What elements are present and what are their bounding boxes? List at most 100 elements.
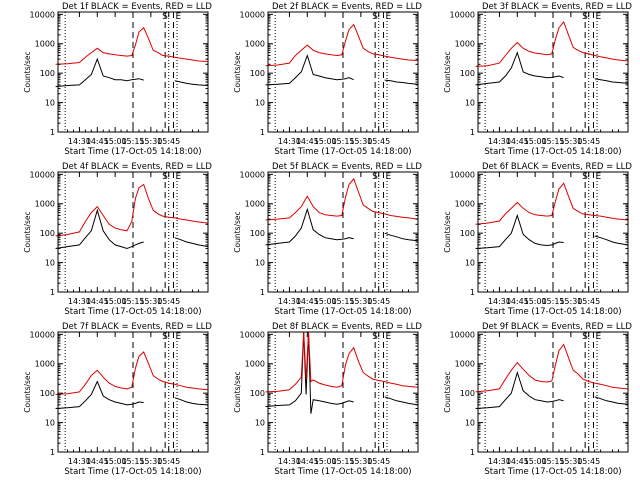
x-tick-label: 15:45: [367, 457, 390, 466]
series-events-line: [55, 57, 209, 88]
x-tick-label: 14:30: [68, 137, 91, 146]
series-events-line: [265, 331, 419, 414]
x-tick-label: 14:30: [488, 457, 511, 466]
x-tick-label: 15:15: [331, 297, 354, 306]
panel-title: Det 1f BLACK = Events, RED = LLD: [62, 2, 212, 12]
y-tick-label: 100: [250, 69, 265, 78]
y-tick-label: 10: [465, 419, 475, 428]
x-tick-label: 14:45: [296, 297, 319, 306]
y-tick-label: 10: [255, 419, 265, 428]
x-tick-label: 14:30: [488, 297, 511, 306]
y-tick-label: 10000: [240, 10, 265, 19]
x-tick-label: 15:45: [367, 137, 390, 146]
panel-title: Det 2f BLACK = Events, RED = LLD: [272, 2, 422, 12]
end-marker-label: E: [175, 12, 181, 22]
x-tick-label: 15:15: [541, 457, 564, 466]
x-tick-label: 14:45: [86, 457, 109, 466]
y-tick-label: 10000: [30, 10, 55, 19]
y-tick-label: 1000: [455, 40, 475, 49]
y-tick-label: 100: [40, 389, 55, 398]
end-marker-label: E: [595, 172, 601, 182]
x-tick-label: 15:15: [541, 137, 564, 146]
x-tick-label: 14:30: [68, 457, 91, 466]
x-tick-label: 15:30: [139, 457, 162, 466]
y-tick-label: 1000: [245, 360, 265, 369]
x-tick-label: 15:15: [121, 137, 144, 146]
x-tick-label: 14:45: [506, 457, 529, 466]
panel-title: Det 8f BLACK = Events, RED = LLD: [272, 322, 422, 332]
series-lld-line: [475, 21, 629, 67]
x-tick-label: 15:00: [524, 137, 547, 146]
y-tick-label: 10: [45, 99, 55, 108]
x-tick-label: 15:45: [577, 457, 600, 466]
y-tick-label: 10000: [450, 170, 475, 179]
end-marker-label: E: [385, 12, 391, 22]
start-marker-label: S: [582, 172, 588, 182]
series-events-line: [475, 51, 629, 86]
x-axis-label: Start Time (17-Oct-05 14:18:00): [484, 307, 621, 317]
series-lld-line: [55, 351, 209, 395]
y-tick-label: 1: [260, 288, 265, 297]
x-tick-label: 15:45: [577, 137, 600, 146]
start-marker-label: S: [372, 12, 378, 22]
y-tick-label: 1000: [455, 360, 475, 369]
y-tick-label: 1000: [245, 40, 265, 49]
y-axis-label: Counts/sec: [443, 211, 452, 252]
x-tick-label: 14:45: [86, 297, 109, 306]
x-tick-label: 15:45: [367, 297, 390, 306]
x-tick-label: 15:45: [157, 297, 180, 306]
y-axis-label: Counts/sec: [233, 211, 242, 252]
series-lld-line: [265, 23, 419, 67]
y-tick-label: 10000: [450, 330, 475, 339]
x-tick-label: 15:45: [577, 297, 600, 306]
x-tick-label: 15:30: [349, 457, 372, 466]
series-events-line: [265, 207, 419, 246]
y-tick-label: 10: [255, 259, 265, 268]
y-tick-label: 100: [40, 229, 55, 238]
y-tick-label: 1: [50, 448, 55, 457]
x-axis-label: Start Time (17-Oct-05 14:18:00): [274, 147, 411, 157]
panel-title: Det 6f BLACK = Events, RED = LLD: [482, 162, 632, 172]
x-tick-label: 15:15: [541, 297, 564, 306]
x-tick-label: 15:30: [139, 137, 162, 146]
series-lld-line: [265, 331, 419, 393]
y-tick-label: 100: [250, 229, 265, 238]
y-axis-label: Counts/sec: [23, 51, 32, 92]
x-tick-label: 15:30: [139, 297, 162, 306]
y-tick-label: 10: [45, 259, 55, 268]
start-marker-label: S: [582, 332, 588, 342]
y-tick-label: 1: [260, 128, 265, 137]
x-tick-label: 14:45: [506, 297, 529, 306]
panel-title: Det 7f BLACK = Events, RED = LLD: [62, 322, 212, 332]
y-tick-label: 100: [250, 389, 265, 398]
x-tick-label: 15:00: [104, 297, 127, 306]
x-tick-label: 14:45: [296, 137, 319, 146]
x-tick-label: 15:15: [331, 137, 354, 146]
series-lld-line: [55, 183, 209, 237]
y-axis-label: Counts/sec: [233, 51, 242, 92]
y-tick-label: 1: [470, 288, 475, 297]
y-tick-label: 1000: [455, 200, 475, 209]
y-tick-label: 10: [465, 259, 475, 268]
x-tick-label: 15:00: [524, 297, 547, 306]
x-tick-label: 15:00: [314, 137, 337, 146]
y-tick-label: 10000: [240, 170, 265, 179]
y-axis-label: Counts/sec: [233, 371, 242, 412]
start-marker-label: S: [162, 332, 168, 342]
x-axis-label: Start Time (17-Oct-05 14:18:00): [64, 467, 201, 477]
x-tick-label: 15:30: [559, 297, 582, 306]
panel-title: Det 4f BLACK = Events, RED = LLD: [62, 162, 212, 172]
x-tick-label: 14:45: [86, 137, 109, 146]
y-tick-label: 1000: [35, 360, 55, 369]
x-tick-label: 14:30: [278, 457, 301, 466]
y-tick-label: 1: [50, 128, 55, 137]
series-lld-line: [475, 182, 629, 225]
y-axis-label: Counts/sec: [443, 51, 452, 92]
end-marker-label: E: [175, 332, 181, 342]
end-marker-label: E: [385, 332, 391, 342]
